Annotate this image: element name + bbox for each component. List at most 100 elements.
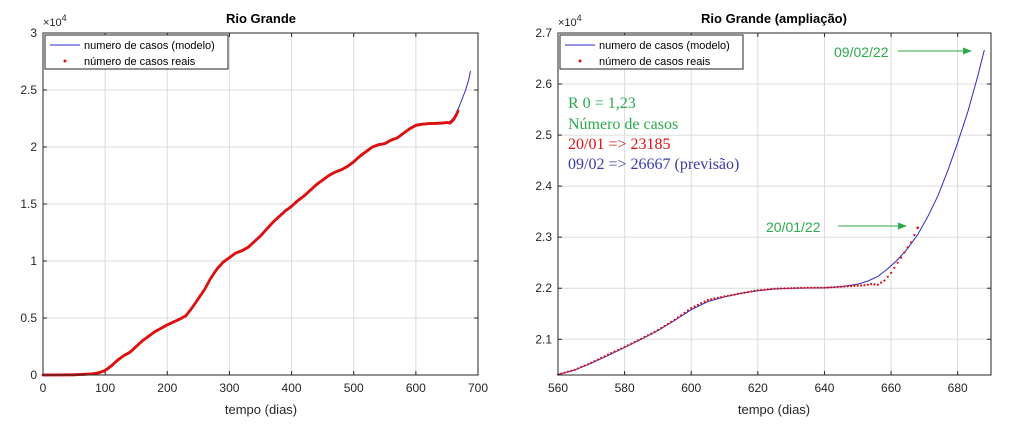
plot-frame	[557, 32, 992, 376]
y-tick-label: 3	[30, 26, 37, 40]
series-layer	[41, 70, 471, 377]
series-real-point	[643, 335, 646, 339]
grid	[557, 32, 991, 375]
series-real-point	[800, 286, 803, 289]
y-tick-label: 2.7	[535, 26, 552, 40]
series-real-point	[583, 364, 586, 367]
series-real-point	[606, 353, 610, 356]
arrow-real-label: 20/01/22	[766, 219, 821, 235]
series-real-point	[676, 316, 680, 319]
y-exponent-power: 4	[577, 13, 582, 23]
tick-layer: 0 100 200 300 400 500 600 700 0 0.5 1 1.5 2 2.5 3	[20, 26, 488, 395]
series-real-point	[693, 305, 696, 308]
legend-model-label: numero de casos (modelo)	[599, 40, 730, 52]
y-tick-label: 2	[30, 140, 37, 154]
series-real-point	[763, 288, 766, 291]
series-real-point	[703, 300, 706, 303]
y-exponent-base: ×10	[43, 17, 62, 29]
series-layer	[556, 49, 985, 376]
legend-real-swatch	[578, 59, 582, 63]
series-real-point	[836, 285, 839, 288]
series-real-point	[696, 303, 700, 306]
series-real-point	[903, 251, 906, 254]
y-tick-label: 0.5	[20, 311, 37, 325]
series-real-point	[796, 286, 799, 290]
y-exponent-power: 4	[62, 13, 67, 23]
series-real-point	[646, 334, 650, 337]
x-tick-label: 700	[468, 381, 488, 395]
series-real-point	[593, 360, 596, 363]
y-tick-label: 2.2	[535, 281, 552, 295]
chart-full: Rio Grande ×104 0 100 200 300 400 500 600 70000…	[20, 11, 488, 417]
series-real-point	[790, 287, 793, 290]
series-real-point	[850, 285, 853, 288]
series-real-point	[813, 286, 816, 289]
series-real-point	[710, 298, 713, 301]
series-real-point	[706, 298, 710, 302]
series-real-point	[683, 311, 686, 314]
series-real-point	[873, 283, 876, 286]
legend-real-swatch	[63, 59, 67, 63]
series-real-point	[700, 302, 703, 305]
series-real-point	[810, 286, 813, 289]
y-tick-label: 1.5	[20, 197, 37, 211]
y-tick-label: 2.3	[535, 230, 552, 244]
x-tick-label: 0	[40, 381, 47, 395]
series-real-point	[750, 290, 753, 293]
series-real-point	[586, 363, 590, 366]
series-real-point	[566, 370, 570, 373]
y-exponent: ×104	[558, 13, 582, 29]
series-real-point	[880, 281, 883, 284]
x-tick-label: 600	[681, 381, 701, 395]
series-real-point	[760, 288, 763, 292]
series-real-point	[570, 369, 573, 372]
series-real-point	[640, 337, 643, 340]
series-real-point	[663, 324, 666, 328]
arrow-forecast: 09/02/22	[834, 44, 972, 60]
y-tick-label: 2.4	[535, 179, 552, 193]
series-real-point	[753, 289, 756, 292]
series-real-point	[660, 326, 663, 330]
x-axis-label: tempo (dias)	[225, 402, 297, 417]
series-real-point	[913, 233, 916, 237]
series-real-point	[733, 293, 736, 296]
x-tick-label: 300	[219, 381, 239, 395]
annotation-forecast: 09/02 => 26667 (previsão)	[568, 156, 739, 173]
series-real-point	[656, 329, 660, 332]
x-tick-label: 680	[948, 381, 968, 395]
legend-real-label: número de casos reais	[599, 56, 711, 68]
series-real-point	[893, 266, 896, 269]
series-real-point	[573, 368, 576, 371]
x-tick-label: 100	[95, 381, 115, 395]
series-real-point	[600, 356, 603, 359]
y-tick-label: 2.5	[20, 83, 37, 97]
series-real-point	[720, 296, 723, 299]
series-real-point	[636, 339, 640, 342]
x-tick-label: 640	[814, 381, 834, 395]
series-real-point	[860, 284, 863, 287]
x-tick-label: 400	[282, 381, 302, 395]
legend-box	[44, 34, 229, 70]
series-real-point	[866, 283, 869, 286]
y-tick-label: 2.6	[535, 77, 552, 91]
chart-title: Rio Grande (ampliação)	[701, 11, 847, 26]
x-tick-label: 660	[881, 381, 901, 395]
series-real-point	[610, 352, 613, 355]
series-real-point	[783, 287, 786, 290]
series-real-point	[730, 294, 733, 297]
legend: numero de casos (modelo) número de casos…	[559, 34, 744, 70]
x-tick-label: 560	[548, 381, 568, 395]
series-real-point	[630, 342, 633, 345]
series-real-point	[560, 372, 563, 375]
series-real-point	[770, 287, 773, 291]
series-real-point	[830, 286, 833, 289]
series-real-point	[846, 285, 849, 288]
series-real-point	[620, 347, 623, 350]
series-real-point	[840, 285, 843, 288]
y-exponent-base: ×10	[558, 17, 577, 29]
series-real-point	[756, 289, 759, 292]
series-real-point	[776, 287, 779, 290]
x-tick-label: 600	[406, 381, 426, 395]
y-tick-label: 2.1	[535, 332, 552, 346]
x-tick-label: 620	[748, 381, 768, 395]
